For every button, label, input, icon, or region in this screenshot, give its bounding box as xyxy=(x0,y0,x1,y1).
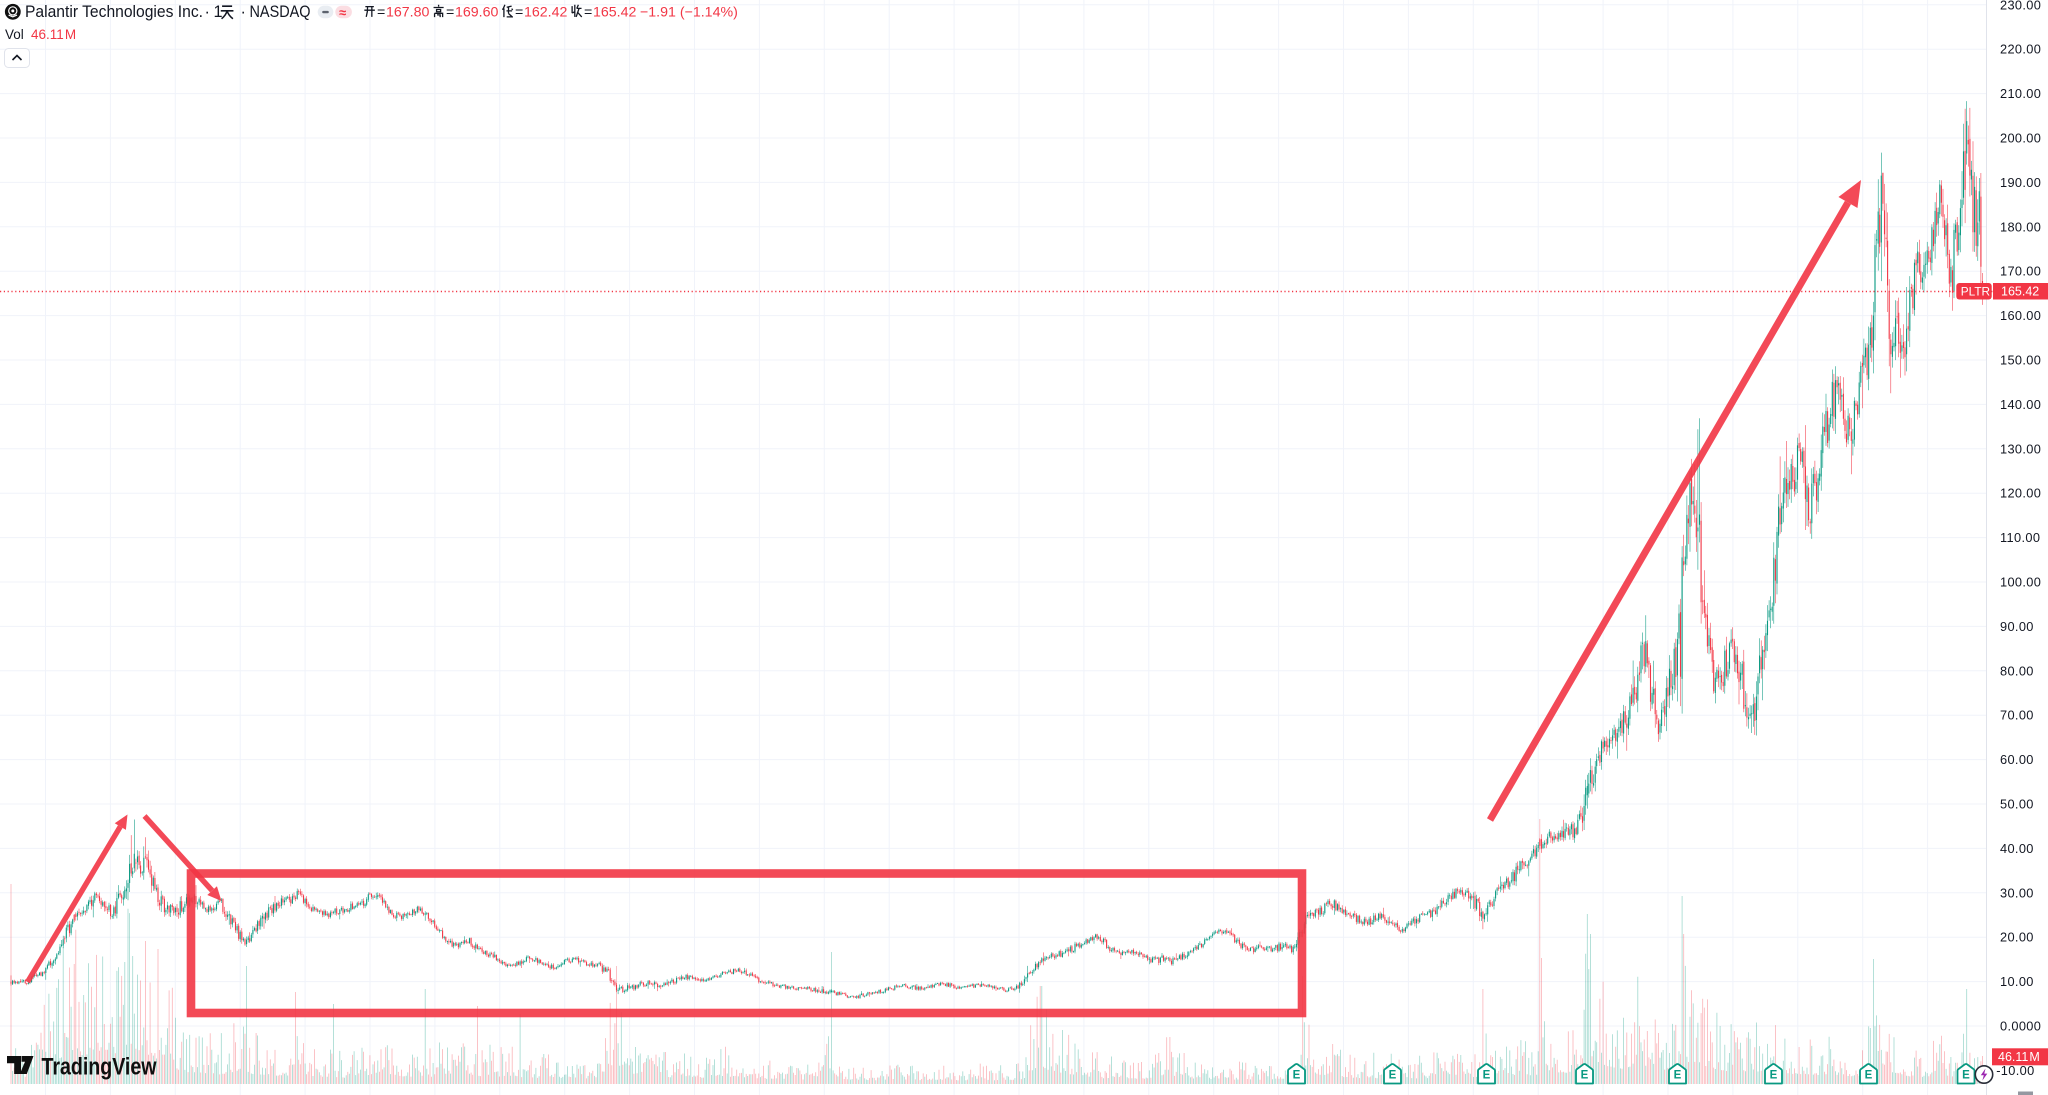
svg-text:80.00: 80.00 xyxy=(2000,663,2034,678)
svg-text:165.42: 165.42 xyxy=(2001,285,2039,299)
svg-text:=: = xyxy=(446,5,454,21)
svg-text:E: E xyxy=(1483,1070,1491,1082)
svg-text:Palantir Technologies Inc.: Palantir Technologies Inc. xyxy=(25,3,203,21)
svg-text:·: · xyxy=(205,3,210,21)
svg-text:·: · xyxy=(241,3,246,21)
svg-text:E: E xyxy=(1770,1070,1778,1082)
svg-text:70.00: 70.00 xyxy=(2000,708,2034,723)
svg-text:46.11 M: 46.11 M xyxy=(1998,1050,2040,1064)
svg-text:165.42: 165.42 xyxy=(593,5,637,21)
svg-text:167.80: 167.80 xyxy=(386,5,430,21)
svg-text:PLTR: PLTR xyxy=(1961,284,1990,298)
svg-text:100.00: 100.00 xyxy=(2000,575,2041,590)
svg-text:=: = xyxy=(515,5,523,21)
svg-text:30.00: 30.00 xyxy=(2000,885,2034,900)
svg-text:E: E xyxy=(1581,1070,1589,1082)
svg-text:E: E xyxy=(1389,1070,1397,1082)
svg-text:≈: ≈ xyxy=(339,5,346,20)
svg-text:E: E xyxy=(1865,1070,1873,1082)
svg-text:Vol: Vol xyxy=(5,27,24,42)
svg-text:210.00: 210.00 xyxy=(2000,86,2041,101)
svg-text:=: = xyxy=(584,5,592,21)
svg-text:-10.00: -10.00 xyxy=(1996,1063,2034,1078)
svg-text:140.00: 140.00 xyxy=(2000,397,2041,412)
svg-text:E: E xyxy=(1962,1070,1970,1082)
svg-text:46.11 M: 46.11 M xyxy=(31,27,76,42)
svg-text:180.00: 180.00 xyxy=(2000,219,2041,234)
svg-text:−1.91 (−1.14%): −1.91 (−1.14%) xyxy=(640,5,738,21)
svg-text:190.00: 190.00 xyxy=(2000,175,2041,190)
svg-text:50.00: 50.00 xyxy=(2000,797,2034,812)
svg-text:10.00: 10.00 xyxy=(2000,974,2034,989)
svg-text:90.00: 90.00 xyxy=(2000,619,2034,634)
svg-text:NASDAQ: NASDAQ xyxy=(250,3,311,21)
svg-text:162.42: 162.42 xyxy=(524,5,568,21)
svg-text:20.00: 20.00 xyxy=(2000,930,2034,945)
svg-text:40.00: 40.00 xyxy=(2000,841,2034,856)
svg-text:=: = xyxy=(377,5,385,21)
svg-text:200.00: 200.00 xyxy=(2000,131,2041,146)
svg-text:E: E xyxy=(1293,1070,1301,1082)
svg-text:130.00: 130.00 xyxy=(2000,441,2041,456)
svg-text:170.00: 170.00 xyxy=(2000,264,2041,279)
svg-text:220.00: 220.00 xyxy=(2000,42,2041,57)
svg-text:1: 1 xyxy=(214,3,223,21)
svg-text:160.00: 160.00 xyxy=(2000,308,2041,323)
svg-text:0.0000: 0.0000 xyxy=(2000,1019,2041,1034)
svg-text:150.00: 150.00 xyxy=(2000,353,2041,368)
svg-text:TradingView: TradingView xyxy=(42,1054,157,1081)
svg-text:169.60: 169.60 xyxy=(455,5,499,21)
svg-text:120.00: 120.00 xyxy=(2000,486,2041,501)
svg-text:E: E xyxy=(1674,1070,1682,1082)
svg-text:230.00: 230.00 xyxy=(2000,0,2041,12)
svg-text:110.00: 110.00 xyxy=(2000,530,2040,545)
svg-text:60.00: 60.00 xyxy=(2000,752,2034,767)
